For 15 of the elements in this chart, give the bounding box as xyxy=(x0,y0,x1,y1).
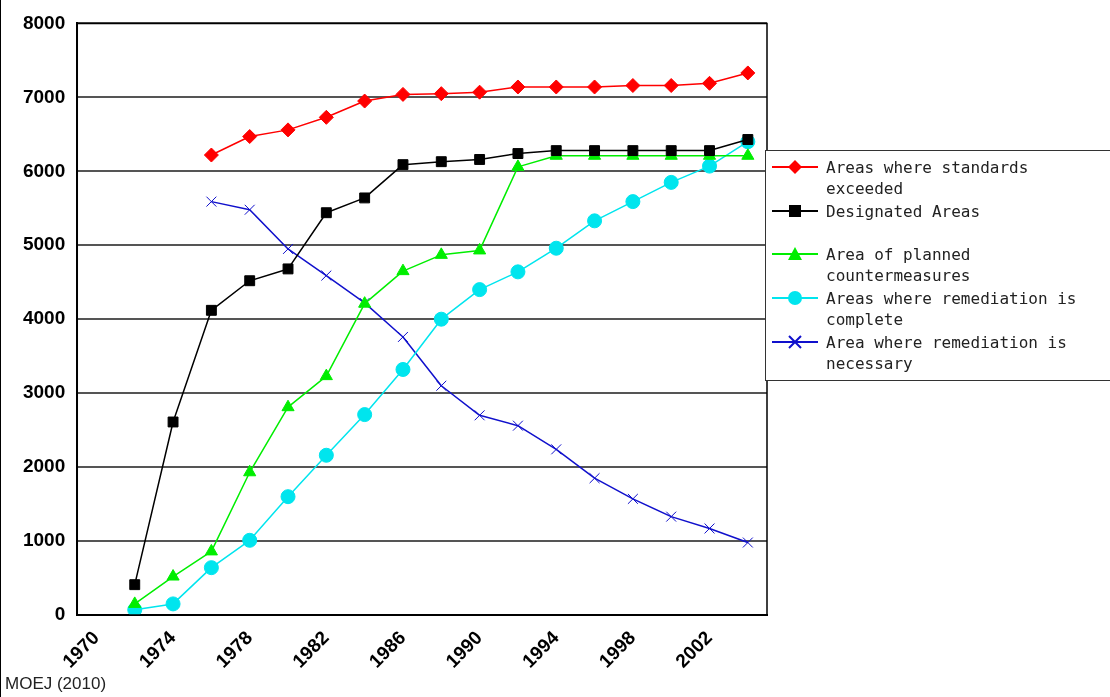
y-tick-label: 7000 xyxy=(22,85,66,107)
legend-label: Areas where remediation is complete xyxy=(826,288,1078,330)
text: MOEJ (2010) xyxy=(5,674,107,694)
y-tick-label: 5000 xyxy=(22,233,66,255)
legend-label: Designated Areas xyxy=(826,201,981,222)
y-tick-label: 6000 xyxy=(22,159,66,181)
legend-label: Areas where standards exceeded xyxy=(826,157,1030,199)
y-tick-label: 8000 xyxy=(22,11,66,33)
y-tick-label: 1000 xyxy=(22,529,66,551)
y-tick-label: 3000 xyxy=(22,381,66,403)
y-tick-label: 2000 xyxy=(22,455,66,477)
legend-label: Area where remediation is necessary xyxy=(826,332,1068,374)
y-tick-label: 4000 xyxy=(22,307,66,329)
y-tick-label: 0 xyxy=(54,603,66,625)
legend-label: Area of planned countermeasures xyxy=(826,244,972,286)
